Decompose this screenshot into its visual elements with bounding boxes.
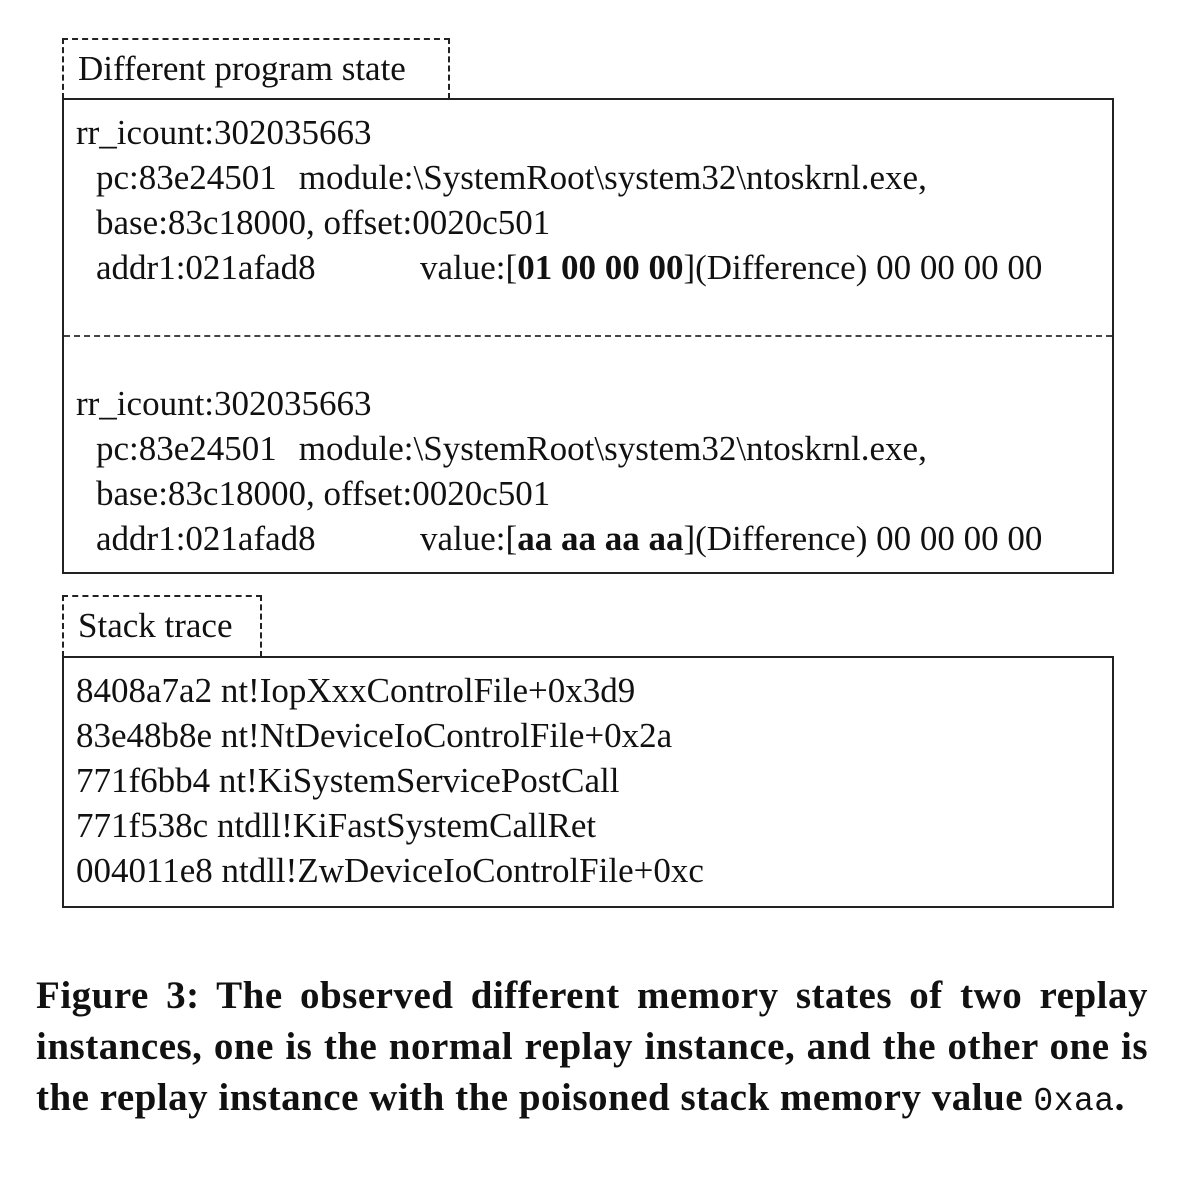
base-offset-line: base:83c18000, offset:0020c501 xyxy=(96,203,551,242)
stack-trace-box: 8408a7a2 nt!IopXxxControlFile+0x3d9 83e4… xyxy=(62,656,1114,908)
icount-line: rr_icount:302035663 xyxy=(76,113,372,152)
addr-value: addr1:021afad8 xyxy=(96,248,316,287)
state-entry-1: rr_icount:302035663 pc:83e24501 module:\S… xyxy=(76,110,1102,290)
memory-value: value:[aa aa aa aa](Difference) 00 00 00… xyxy=(420,519,1043,558)
program-state-label-text: Different program state xyxy=(78,49,406,88)
caption-end: . xyxy=(1114,1076,1125,1119)
module-path: module:\SystemRoot\system32\ntoskrnl.exe… xyxy=(298,158,927,197)
stack-trace-label: Stack trace xyxy=(62,595,262,657)
stack-trace-label-text: Stack trace xyxy=(78,606,233,645)
memory-value-bold: 01 00 00 00 xyxy=(517,248,684,287)
stack-frame: 771f538c ntdll!KiFastSystemCallRet xyxy=(76,806,597,845)
stack-frame: 004011e8 ntdll!ZwDeviceIoControlFile+0xc xyxy=(76,851,704,890)
entry-divider xyxy=(64,335,1112,337)
icount-line: rr_icount:302035663 xyxy=(76,384,372,423)
program-state-box: rr_icount:302035663 pc:83e24501 module:\S… xyxy=(62,98,1114,574)
pc-module-line: pc:83e24501 module:\SystemRoot\system32\n… xyxy=(76,155,1102,200)
caption-text: Figure 3: The observed different memory … xyxy=(36,974,1148,1119)
memory-value-bold: aa aa aa aa xyxy=(517,519,684,558)
addr-value-line: addr1:021afad8 value:[aa aa aa aa](Diffe… xyxy=(76,516,1102,561)
base-offset-line: base:83c18000, offset:0020c501 xyxy=(96,474,551,513)
stack-frame: 8408a7a2 nt!IopXxxControlFile+0x3d9 xyxy=(76,671,636,710)
pc-value: pc:83e24501 xyxy=(96,158,277,197)
state-entry-2: rr_icount:302035663 pc:83e24501 module:\S… xyxy=(76,381,1102,561)
pc-module-line: pc:83e24501 module:\SystemRoot\system32\n… xyxy=(76,426,1102,471)
program-state-label: Different program state xyxy=(62,38,450,99)
stack-frame: 771f6bb4 nt!KiSystemServicePostCall xyxy=(76,761,620,800)
addr-value-line: addr1:021afad8 value:[01 00 00 00](Diffe… xyxy=(76,245,1102,290)
memory-value: value:[01 00 00 00](Difference) 00 00 00… xyxy=(420,248,1043,287)
stack-frames: 8408a7a2 nt!IopXxxControlFile+0x3d9 83e4… xyxy=(76,668,1102,893)
addr-value: addr1:021afad8 xyxy=(96,519,316,558)
pc-value: pc:83e24501 xyxy=(96,429,277,468)
caption-code: 0xaa xyxy=(1033,1083,1115,1120)
figure-caption: Figure 3: The observed different memory … xyxy=(36,970,1148,1127)
module-path: module:\SystemRoot\system32\ntoskrnl.exe… xyxy=(298,429,927,468)
stack-frame: 83e48b8e nt!NtDeviceIoControlFile+0x2a xyxy=(76,716,673,755)
